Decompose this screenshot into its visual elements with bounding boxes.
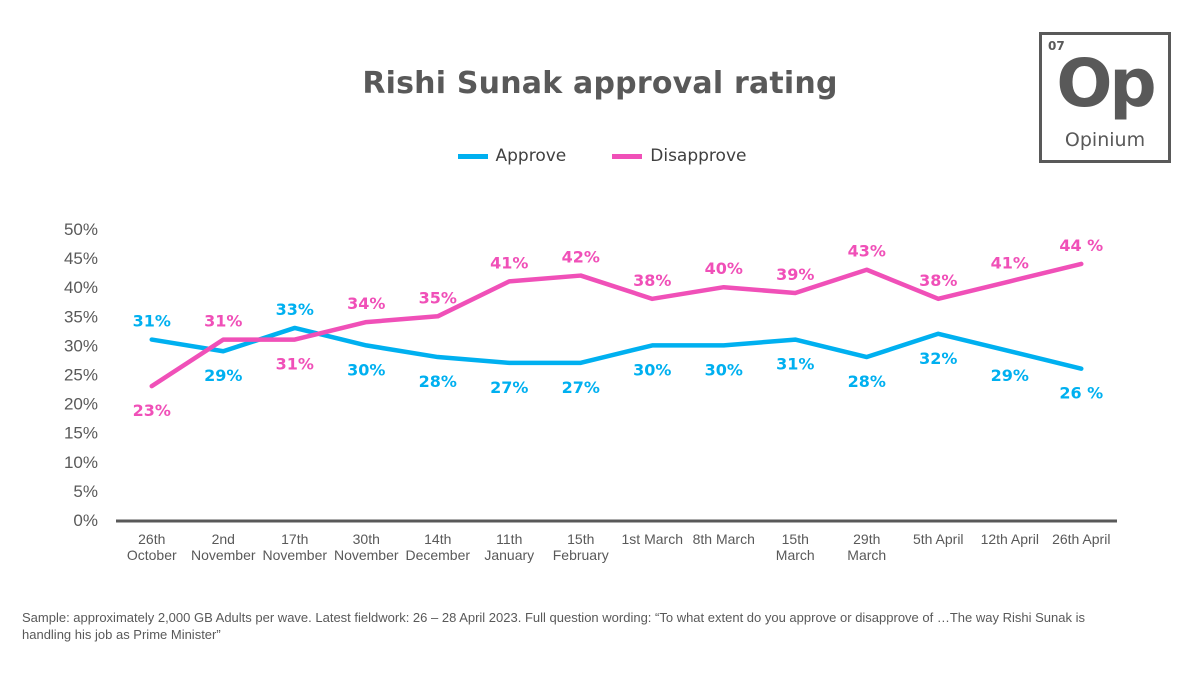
x-tick-label: 5th April	[913, 531, 964, 547]
y-tick-label: 35%	[64, 307, 98, 326]
data-label-disapprove: 38%	[633, 271, 671, 290]
logo-name: Opinium	[1064, 129, 1146, 151]
data-label-approve: 28%	[419, 372, 457, 391]
x-tick-label: 8th March	[693, 531, 755, 547]
x-tick-label: 26th April	[1052, 531, 1110, 547]
y-tick-label: 30%	[64, 336, 98, 355]
data-label-disapprove: 35%	[419, 288, 457, 307]
data-label-approve: 32%	[919, 349, 957, 368]
data-label-disapprove: 31%	[204, 312, 242, 331]
legend-label-disapprove: Disapprove	[650, 146, 747, 166]
data-label-disapprove: 23%	[133, 401, 171, 420]
data-label-approve: 27%	[490, 378, 528, 397]
y-tick-label: 15%	[64, 424, 98, 443]
data-label-approve: 31%	[133, 312, 171, 331]
x-tick-label: 26th October	[127, 531, 177, 563]
data-label-approve: 28%	[848, 372, 886, 391]
x-tick-label: 17th November	[262, 531, 327, 563]
data-label-approve: 33%	[276, 300, 314, 319]
data-label-approve: 30%	[705, 360, 743, 379]
y-tick-label: 50%	[64, 220, 98, 239]
legend-swatch-approve	[457, 153, 488, 159]
data-label-disapprove: 38%	[919, 271, 957, 290]
legend-item-approve: Approve	[454, 146, 567, 166]
data-label-approve: 29%	[991, 366, 1029, 385]
data-label-disapprove: 44 %	[1059, 236, 1103, 255]
x-tick-label: 29th March	[847, 531, 886, 563]
legend-label-approve: Approve	[495, 146, 567, 166]
line-chart: 0% 5% 10% 15% 20% 25% 30% 35% 40% 45% 50% 26th Octob…	[64, 220, 1117, 563]
data-label-approve: 26 %	[1059, 384, 1103, 403]
opinium-logo: 07 Op Opinium	[1039, 32, 1171, 163]
y-tick-label: 0%	[73, 511, 98, 530]
legend-swatch-disapprove	[612, 153, 643, 159]
y-tick-label: 25%	[64, 366, 98, 385]
x-tick-label: 15th March	[776, 531, 815, 563]
data-label-disapprove: 41%	[490, 253, 528, 272]
data-label-disapprove: 39%	[776, 265, 814, 284]
data-label-disapprove: 34%	[347, 294, 385, 313]
x-tick-label: 30th November	[334, 531, 399, 563]
y-tick-label: 40%	[64, 278, 98, 297]
series-line-disapprove	[149, 261, 1084, 389]
data-label-disapprove: 42%	[562, 248, 600, 267]
series-line-approve	[149, 325, 1084, 371]
legend: Approve Disapprove	[0, 146, 1200, 166]
logo-symbol: Op	[1056, 45, 1156, 122]
data-label-approve: 30%	[633, 360, 671, 379]
y-tick-label: 5%	[73, 482, 98, 501]
x-tick-label: 2nd November	[191, 531, 256, 563]
data-label-approve: 27%	[562, 378, 600, 397]
data-label-disapprove: 41%	[991, 253, 1029, 272]
data-label-approve: 31%	[776, 355, 814, 374]
y-tick-label: 45%	[64, 249, 98, 268]
footnote: Sample: approximately 2,000 GB Adults pe…	[22, 610, 1085, 642]
x-tick-label: 11th January	[484, 531, 534, 563]
data-label-disapprove: 40%	[705, 259, 743, 278]
x-tick-label: 15th February	[553, 531, 609, 563]
x-tick-label: 14th December	[405, 531, 470, 563]
x-tick-label: 12th April	[981, 531, 1039, 547]
legend-item-disapprove: Disapprove	[608, 146, 746, 166]
data-label-approve: 30%	[347, 360, 385, 379]
x-tick-label: 1st March	[622, 531, 683, 547]
data-label-disapprove: 31%	[276, 355, 314, 374]
data-label-approve: 29%	[204, 366, 242, 385]
y-tick-label: 20%	[64, 395, 98, 414]
y-tick-label: 10%	[64, 453, 98, 472]
chart-title: Rishi Sunak approval rating	[362, 66, 838, 101]
data-label-disapprove: 43%	[848, 242, 886, 261]
logo-number: 07	[1048, 39, 1065, 53]
